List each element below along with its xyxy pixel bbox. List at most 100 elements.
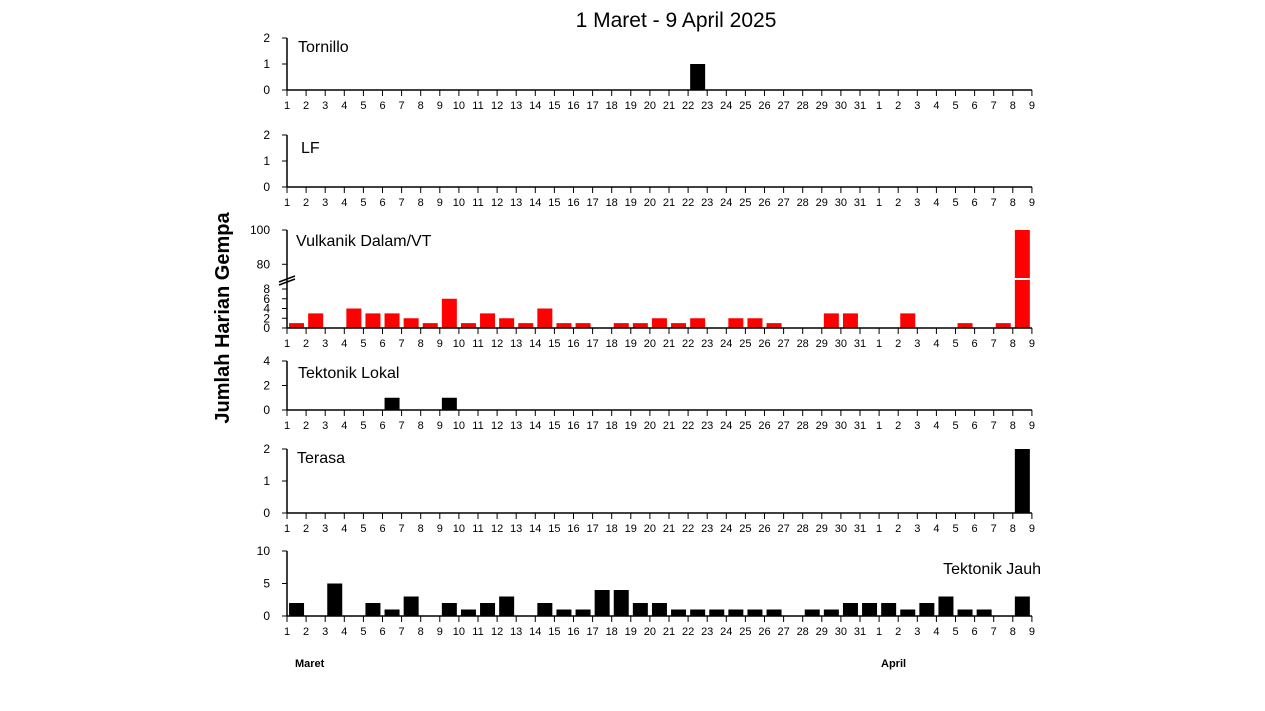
x-tick-label: 19 (625, 197, 637, 209)
x-tick-label: 2 (303, 100, 309, 112)
x-tick-label: 5 (952, 420, 958, 432)
x-tick-label: 5 (360, 626, 366, 638)
x-tick-label: 4 (933, 626, 939, 638)
x-tick-label: 4 (933, 197, 939, 209)
bar-vulkanik-dalam-vt-12 (499, 318, 515, 328)
x-tick-label: 28 (797, 523, 809, 535)
x-tick-label: 24 (720, 197, 732, 209)
x-tick-label: 30 (835, 420, 847, 432)
y-tick-label: 100 (250, 223, 270, 237)
y-tick-label: 1 (263, 57, 270, 71)
x-tick-label: 9 (1029, 100, 1035, 112)
x-tick-label: 7 (991, 197, 997, 209)
x-tick-label: 22 (682, 197, 694, 209)
x-tick-label: 9 (1029, 626, 1035, 638)
x-tick-label: 10 (453, 626, 465, 638)
x-tick-label: 25 (739, 100, 751, 112)
x-tick-label: 13 (510, 626, 522, 638)
x-tick-label: 10 (453, 100, 465, 112)
x-tick-label: 18 (606, 100, 618, 112)
bar-vulkanik-dalam-vt-38 (995, 323, 1011, 328)
x-tick-label: 27 (777, 100, 789, 112)
x-tick-label: 8 (1010, 100, 1016, 112)
bar-tektonik-jauh-33 (900, 609, 916, 616)
bar-tektonik-jauh-35 (938, 596, 954, 616)
y-tick-label: 1 (263, 154, 270, 168)
bar-tektonik-jauh-16 (575, 609, 591, 616)
x-tick-label: 19 (625, 626, 637, 638)
x-tick-label: 25 (739, 626, 751, 638)
x-tick-label: 18 (606, 420, 618, 432)
bar-tektonik-jauh-19 (632, 603, 648, 616)
panel-title-lf: LF (301, 140, 320, 157)
y-tick-label: 0 (263, 403, 270, 417)
bar-tektonik-jauh-36 (957, 609, 973, 616)
x-tick-label: 13 (510, 338, 522, 350)
chart-title: 1 Maret - 9 April 2025 (576, 9, 777, 32)
x-tick-label: 24 (720, 100, 732, 112)
x-tick-label: 26 (758, 420, 770, 432)
bar-vulkanik-dalam-vt-11 (480, 313, 496, 328)
x-tick-label: 23 (701, 100, 713, 112)
x-tick-label: 9 (437, 338, 443, 350)
panel-title-terasa: Terasa (297, 450, 345, 467)
x-tick-label: 10 (453, 197, 465, 209)
x-tick-label: 7 (399, 523, 405, 535)
bar-vulkanik-dalam-vt-26 (766, 323, 782, 328)
x-tick-label: 1 (284, 626, 290, 638)
x-tick-label: 6 (379, 100, 385, 112)
bar-tektonik-jauh-28 (804, 609, 820, 616)
x-tick-label: 3 (322, 100, 328, 112)
bar-vulkanik-dalam-vt-13 (518, 323, 534, 328)
x-tick-label: 31 (854, 100, 866, 112)
x-tick-label: 12 (491, 100, 503, 112)
y-tick-label: 8 (263, 282, 270, 296)
bar-vulkanik-dalam-vt-18 (613, 323, 629, 328)
x-tick-label: 9 (1029, 420, 1035, 432)
x-tick-label: 20 (644, 197, 656, 209)
bar-tektonik-jauh-29 (823, 609, 839, 616)
x-tick-label: 19 (625, 523, 637, 535)
x-tick-label: 5 (952, 100, 958, 112)
x-tick-label: 15 (548, 100, 560, 112)
x-tick-label: 18 (606, 523, 618, 535)
x-tick-label: 25 (739, 420, 751, 432)
x-tick-label: 20 (644, 420, 656, 432)
x-tick-label: 14 (529, 100, 541, 112)
x-tick-label: 7 (991, 420, 997, 432)
x-tick-label: 2 (303, 197, 309, 209)
x-tick-label: 2 (895, 523, 901, 535)
x-tick-label: 3 (914, 420, 920, 432)
y-tick-label: 2 (263, 31, 270, 45)
bar-vulkanik-dalam-vt-33 (900, 313, 916, 328)
x-tick-label: 24 (720, 523, 732, 535)
x-tick-label: 8 (1010, 523, 1016, 535)
x-tick-label: 7 (399, 420, 405, 432)
bar-vulkanik-dalam-vt-19 (632, 323, 648, 328)
x-tick-label: 23 (701, 523, 713, 535)
x-tick-label: 1 (876, 420, 882, 432)
x-tick-label: 29 (816, 338, 828, 350)
x-tick-label: 14 (529, 626, 541, 638)
x-tick-label: 6 (972, 100, 978, 112)
x-tick-label: 3 (322, 197, 328, 209)
x-tick-label: 26 (758, 523, 770, 535)
x-tick-label: 4 (341, 197, 347, 209)
x-tick-label: 5 (952, 626, 958, 638)
bar-vulkanik-dalam-vt-29 (823, 313, 839, 328)
bar-vulkanik-dalam-vt-16 (575, 323, 591, 328)
y-tick-label: 2 (263, 311, 270, 325)
x-tick-label: 7 (991, 626, 997, 638)
y-tick-label: 0 (263, 180, 270, 194)
x-tick-label: 23 (701, 197, 713, 209)
x-tick-label: 11 (472, 626, 483, 638)
x-tick-label: 8 (418, 338, 424, 350)
x-tick-label: 14 (529, 420, 541, 432)
y-tick-label: 1 (263, 474, 270, 488)
x-tick-label: 15 (548, 523, 560, 535)
x-tick-label: 30 (835, 626, 847, 638)
x-tick-label: 23 (701, 338, 713, 350)
